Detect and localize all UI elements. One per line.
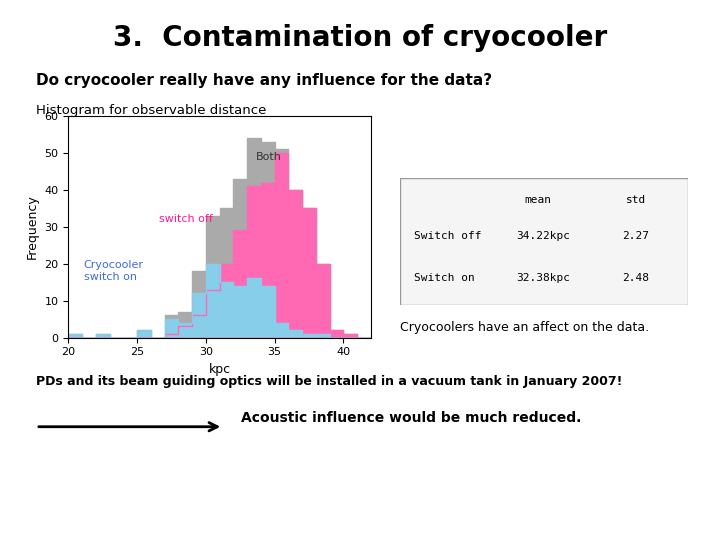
Text: 2.27: 2.27 <box>622 232 649 241</box>
Text: Histogram for observable distance: Histogram for observable distance <box>36 104 266 117</box>
Polygon shape <box>68 264 371 338</box>
Text: GWDAW11 Potsdam Germany: GWDAW11 Potsdam Germany <box>292 519 428 529</box>
Text: Do cryocooler really have any influence for the data?: Do cryocooler really have any influence … <box>36 73 492 88</box>
Text: PDs and its beam guiding optics will be installed in a vacuum tank in January 20: PDs and its beam guiding optics will be … <box>36 375 622 388</box>
Text: Switch on: Switch on <box>414 273 474 284</box>
Polygon shape <box>68 153 371 338</box>
Text: switch off: switch off <box>159 214 213 225</box>
Text: Acoustic influence would be much reduced.: Acoustic influence would be much reduced… <box>241 411 582 426</box>
Text: Cryocoolers have an affect on the data.: Cryocoolers have an affect on the data. <box>400 321 649 334</box>
Polygon shape <box>68 138 371 338</box>
Text: Dec 18 2006: Dec 18 2006 <box>29 519 94 529</box>
Text: 32.38kpc: 32.38kpc <box>517 273 571 284</box>
Text: 2.48: 2.48 <box>622 273 649 284</box>
Text: std: std <box>626 195 646 205</box>
X-axis label: kpc: kpc <box>209 363 230 376</box>
Text: Switch off: Switch off <box>414 232 482 241</box>
Text: 3.  Contamination of cryocooler: 3. Contamination of cryocooler <box>113 24 607 52</box>
Y-axis label: Frequency: Frequency <box>26 194 39 259</box>
Text: mean: mean <box>524 195 552 205</box>
Text: Cryocooler
switch on: Cryocooler switch on <box>84 260 143 282</box>
Text: Both: Both <box>256 152 282 163</box>
Text: 34.22kpc: 34.22kpc <box>517 232 571 241</box>
